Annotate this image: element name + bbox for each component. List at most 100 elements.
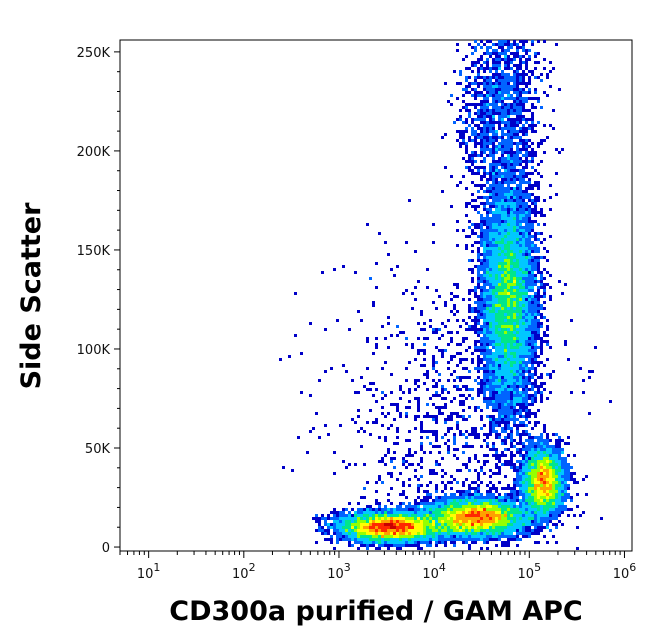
density-cell <box>456 505 459 508</box>
density-cell <box>486 334 489 337</box>
density-cell <box>435 445 438 448</box>
density-cell <box>498 316 501 319</box>
density-cell <box>483 61 486 64</box>
density-cell <box>507 124 510 127</box>
density-cell <box>489 361 492 364</box>
density-cell <box>507 406 510 409</box>
density-cell <box>543 526 546 529</box>
density-cell <box>474 454 477 457</box>
density-cell <box>495 76 498 79</box>
density-cell <box>501 412 504 415</box>
density-cell <box>534 283 537 286</box>
density-cell <box>492 151 495 154</box>
density-cell <box>486 49 489 52</box>
density-cell <box>486 178 489 181</box>
density-cell <box>471 280 474 283</box>
density-cell <box>483 310 486 313</box>
density-cell <box>507 352 510 355</box>
density-cell <box>387 499 390 502</box>
density-cell <box>390 475 393 478</box>
density-cell <box>495 319 498 322</box>
density-cell <box>351 418 354 421</box>
density-cell <box>429 496 432 499</box>
density-cell <box>531 469 534 472</box>
density-cell <box>495 418 498 421</box>
density-cell <box>507 103 510 106</box>
density-cell <box>483 151 486 154</box>
density-cell <box>537 457 540 460</box>
density-cell <box>396 508 399 511</box>
density-cell <box>492 253 495 256</box>
density-cell <box>486 46 489 49</box>
density-cell <box>510 430 513 433</box>
density-cell <box>504 343 507 346</box>
density-cell <box>435 289 438 292</box>
density-cell <box>519 343 522 346</box>
density-cell <box>522 523 525 526</box>
density-cell <box>387 514 390 517</box>
density-cell <box>342 529 345 532</box>
density-cell <box>474 490 477 493</box>
density-cell <box>474 532 477 535</box>
density-cell <box>492 316 495 319</box>
density-cell <box>402 292 405 295</box>
density-cell <box>516 505 519 508</box>
density-cell <box>504 376 507 379</box>
density-cell <box>522 328 525 331</box>
density-cell <box>582 511 585 514</box>
density-cell <box>543 460 546 463</box>
density-cell <box>519 499 522 502</box>
density-cell <box>552 505 555 508</box>
density-cell <box>486 112 489 115</box>
density-cell <box>558 478 561 481</box>
density-cell <box>432 538 435 541</box>
density-cell <box>507 94 510 97</box>
density-cell <box>462 133 465 136</box>
density-cell <box>426 517 429 520</box>
density-cell <box>348 328 351 331</box>
density-cell <box>396 529 399 532</box>
density-cell <box>531 172 534 175</box>
density-cell <box>519 349 522 352</box>
density-cell <box>498 226 501 229</box>
density-cell <box>495 238 498 241</box>
density-cell <box>531 160 534 163</box>
density-cell <box>339 520 342 523</box>
density-cell <box>462 385 465 388</box>
density-cell <box>534 265 537 268</box>
density-cell <box>522 493 525 496</box>
density-cell <box>468 268 471 271</box>
density-cell <box>519 274 522 277</box>
density-cell <box>414 427 417 430</box>
density-cell <box>438 508 441 511</box>
density-cell <box>429 430 432 433</box>
density-cell <box>489 109 492 112</box>
density-cell <box>516 523 519 526</box>
density-cell <box>339 529 342 532</box>
density-cell <box>417 541 420 544</box>
density-cell <box>531 301 534 304</box>
density-cell <box>519 526 522 529</box>
density-cell <box>474 118 477 121</box>
density-cell <box>387 529 390 532</box>
density-cell <box>531 298 534 301</box>
density-cell <box>462 514 465 517</box>
density-cell <box>465 151 468 154</box>
density-cell <box>480 58 483 61</box>
density-cell <box>462 394 465 397</box>
density-cell <box>504 505 507 508</box>
density-cell <box>471 160 474 163</box>
density-cell <box>528 319 531 322</box>
density-cell <box>540 484 543 487</box>
density-cell <box>498 511 501 514</box>
density-cell <box>507 226 510 229</box>
density-cell <box>471 508 474 511</box>
density-cell <box>498 388 501 391</box>
density-cell <box>441 406 444 409</box>
density-cell <box>519 250 522 253</box>
density-cell <box>516 190 519 193</box>
density-cell <box>510 262 513 265</box>
density-cell <box>504 43 507 46</box>
density-cell <box>474 427 477 430</box>
density-cell <box>531 505 534 508</box>
